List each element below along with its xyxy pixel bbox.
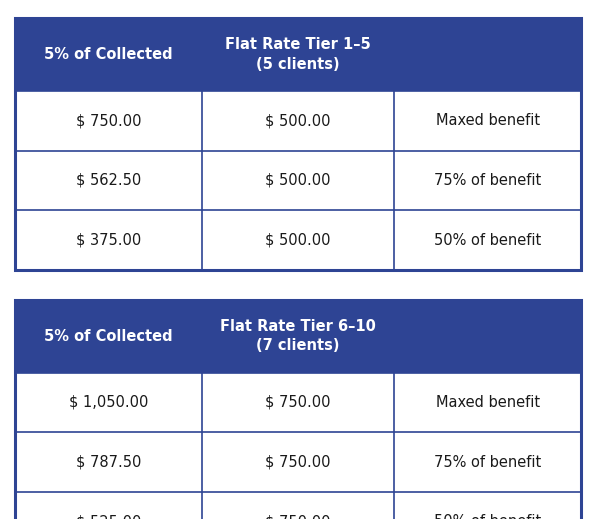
Text: $ 750.00: $ 750.00	[265, 514, 331, 519]
Text: $ 500.00: $ 500.00	[265, 113, 331, 128]
Text: $ 500.00: $ 500.00	[265, 233, 331, 248]
Bar	[395, 91, 581, 151]
Text: 50% of benefit: 50% of benefit	[434, 233, 541, 248]
Bar	[15, 492, 201, 519]
Text: $ 375.00: $ 375.00	[76, 233, 141, 248]
Text: $ 750.00: $ 750.00	[265, 395, 331, 410]
Bar	[15, 432, 201, 492]
Bar	[201, 373, 395, 432]
Text: $ 750.00: $ 750.00	[76, 113, 141, 128]
Bar	[201, 210, 395, 270]
Bar	[201, 432, 395, 492]
Bar	[15, 18, 581, 91]
Text: Flat Rate Tier 1–5
(5 clients): Flat Rate Tier 1–5 (5 clients)	[225, 37, 371, 72]
Bar	[395, 151, 581, 210]
Bar	[15, 151, 201, 210]
Bar	[395, 492, 581, 519]
Bar	[15, 210, 201, 270]
Bar	[15, 373, 201, 432]
Text: Flat Rate Tier 6–10
(7 clients): Flat Rate Tier 6–10 (7 clients)	[220, 319, 376, 353]
Text: Maxed benefit: Maxed benefit	[436, 113, 540, 128]
Bar	[201, 91, 395, 151]
Text: 50% of benefit: 50% of benefit	[434, 514, 541, 519]
Bar	[201, 492, 395, 519]
Text: 75% of benefit: 75% of benefit	[434, 173, 541, 188]
Text: $ 525.00: $ 525.00	[76, 514, 141, 519]
Text: 5% of Collected: 5% of Collected	[44, 47, 173, 62]
Bar	[395, 432, 581, 492]
Bar	[201, 151, 395, 210]
Bar	[395, 210, 581, 270]
Bar	[15, 300, 581, 519]
Bar	[395, 373, 581, 432]
Text: 75% of benefit: 75% of benefit	[434, 455, 541, 470]
Bar	[15, 91, 201, 151]
Bar	[15, 300, 581, 373]
Text: $ 1,050.00: $ 1,050.00	[69, 395, 148, 410]
Bar	[15, 18, 581, 270]
Text: Maxed benefit: Maxed benefit	[436, 395, 540, 410]
Text: $ 787.50: $ 787.50	[76, 455, 141, 470]
Text: $ 750.00: $ 750.00	[265, 455, 331, 470]
Text: $ 500.00: $ 500.00	[265, 173, 331, 188]
Text: 5% of Collected: 5% of Collected	[44, 329, 173, 344]
Text: $ 562.50: $ 562.50	[76, 173, 141, 188]
